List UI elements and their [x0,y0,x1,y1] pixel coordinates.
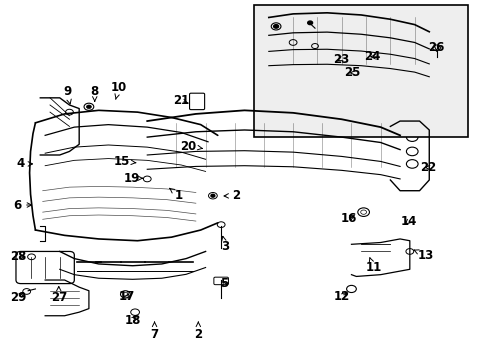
Circle shape [273,24,278,28]
Text: 10: 10 [111,81,127,99]
Text: 15: 15 [114,155,136,168]
Text: 13: 13 [413,248,433,261]
Text: 27: 27 [51,287,67,304]
Text: 18: 18 [124,314,141,327]
Text: 16: 16 [340,212,357,225]
Text: 5: 5 [220,277,228,290]
Text: 28: 28 [10,250,26,263]
Text: 2: 2 [224,189,239,202]
Text: 8: 8 [90,85,99,101]
Text: 12: 12 [333,290,349,303]
Text: 9: 9 [63,85,71,104]
Text: 2: 2 [194,322,202,341]
Text: 4: 4 [17,157,33,170]
Circle shape [210,194,214,197]
Text: 7: 7 [150,322,158,341]
Text: 29: 29 [10,291,26,304]
Text: 20: 20 [180,140,202,153]
Text: 26: 26 [427,41,444,54]
Circle shape [307,21,312,24]
Text: 21: 21 [173,94,189,107]
Text: 1: 1 [169,188,183,202]
Text: 6: 6 [13,198,32,212]
Text: 22: 22 [419,161,435,174]
Text: 25: 25 [344,66,360,79]
Text: 17: 17 [119,290,135,303]
Text: 24: 24 [363,50,379,63]
Bar [254,5,467,137]
Text: 14: 14 [400,215,416,228]
Text: 11: 11 [365,258,381,274]
Text: 23: 23 [332,53,348,66]
Circle shape [86,105,91,109]
Text: 3: 3 [221,236,229,253]
Text: 19: 19 [123,172,142,185]
